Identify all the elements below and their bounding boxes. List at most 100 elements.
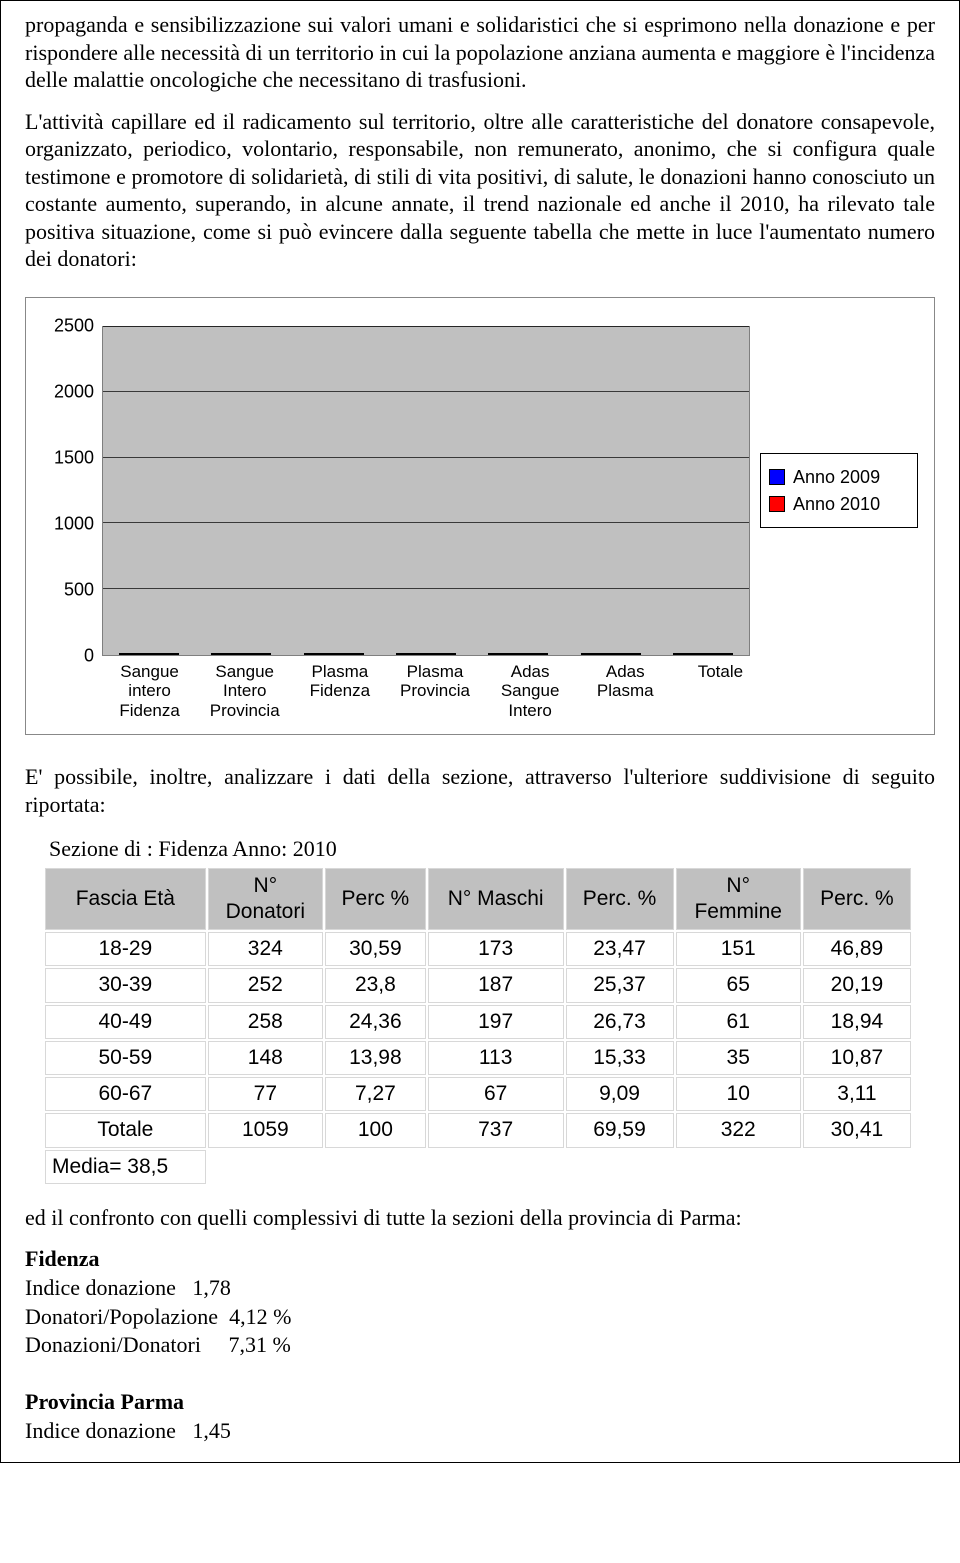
table-header-cell: Perc. %: [803, 868, 911, 931]
legend-label: Anno 2010: [793, 493, 880, 516]
table-cell: [325, 1150, 426, 1184]
summary-parma-heading: Provincia Parma: [25, 1388, 935, 1417]
table-cell: [803, 1150, 911, 1184]
table-header-cell: Fascia Età: [45, 868, 206, 931]
chart-bar-group: [472, 653, 564, 655]
chart-bar-group: [657, 653, 749, 655]
chart-legend: Anno 2009 Anno 2010: [760, 453, 918, 528]
chart-bar: [611, 653, 641, 655]
table-cell: 65: [676, 968, 801, 1002]
table-cell: 10: [676, 1077, 801, 1111]
chart-bar: [581, 653, 611, 655]
table-header-cell: Perc %: [325, 868, 426, 931]
paragraph-2: L'attività capillare ed il radicamento s…: [25, 108, 935, 273]
chart-bar: [518, 653, 548, 655]
table-cell: 26,73: [566, 1005, 674, 1039]
table-cell: 322: [676, 1113, 801, 1147]
chart-bar: [488, 653, 518, 655]
chart-xlabel: AdasSangueIntero: [483, 656, 578, 721]
summary-line: Donazioni/Donatori 7,31 %: [25, 1331, 935, 1360]
chart-bar-group: [380, 653, 472, 655]
chart-ytick: 2000: [54, 380, 94, 403]
chart-bar: [304, 653, 334, 655]
chart-bar-group: [195, 653, 287, 655]
table-cell: 67: [428, 1077, 564, 1111]
chart-gridline: [103, 588, 749, 589]
table-cell: [208, 1150, 323, 1184]
legend-label: Anno 2009: [793, 466, 880, 489]
table-row: 40-4925824,3619726,736118,94: [45, 1005, 911, 1039]
table-row: 30-3925223,818725,376520,19: [45, 968, 911, 1002]
table-cell: 173: [428, 932, 564, 966]
table-cell: 30,59: [325, 932, 426, 966]
chart-legend-item: Anno 2009: [769, 466, 909, 489]
table-cell: 35: [676, 1041, 801, 1075]
paragraph-1: propaganda e sensibilizzazione sui valor…: [25, 11, 935, 94]
table-header-cell: N°Donatori: [208, 868, 323, 931]
legend-swatch: [769, 469, 785, 485]
paragraph-3: E' possibile, inoltre, analizzare i dati…: [25, 763, 935, 818]
chart-ytick: 500: [64, 578, 94, 601]
chart-xlabel: AdasPlasma: [578, 656, 673, 721]
chart-ytick: 1000: [54, 512, 94, 535]
table-cell: 252: [208, 968, 323, 1002]
chart-bar: [396, 653, 426, 655]
table-cell: 61: [676, 1005, 801, 1039]
table-cell: 18-29: [45, 932, 206, 966]
table-footer-row: Media= 38,5: [45, 1150, 911, 1184]
paragraph-4: ed il confronto con quelli complessivi d…: [25, 1204, 935, 1232]
summary-fidenza-heading: Fidenza: [25, 1245, 935, 1274]
summary-line: Donatori/Popolazione 4,12 %: [25, 1303, 935, 1332]
document-page: propaganda e sensibilizzazione sui valor…: [0, 0, 960, 1463]
table-body: 18-2932430,5917323,4715146,8930-3925223,…: [45, 932, 911, 1184]
table-cell: 1059: [208, 1113, 323, 1147]
table-header-cell: Perc. %: [566, 868, 674, 931]
table-cell: 46,89: [803, 932, 911, 966]
chart-legend-item: Anno 2010: [769, 493, 909, 516]
chart-bar: [119, 653, 149, 655]
chart-bar: [426, 653, 456, 655]
table-cell: 148: [208, 1041, 323, 1075]
chart-xlabel: Totale: [673, 656, 768, 721]
table-footer-cell: Media= 38,5: [45, 1150, 206, 1184]
table-cell: [428, 1150, 564, 1184]
chart-bar: [241, 653, 271, 655]
summary-line: Indice donazione 1,45: [25, 1417, 935, 1446]
table-cell: 113: [428, 1041, 564, 1075]
chart-bar: [673, 653, 703, 655]
table-header-row: Fascia EtàN°DonatoriPerc %N° MaschiPerc.…: [45, 868, 911, 931]
chart-bars: [103, 327, 749, 655]
chart-ytick: 2500: [54, 314, 94, 337]
summary-parma-lines: Indice donazione 1,45: [25, 1417, 935, 1446]
age-table-wrap: Sezione di : Fidenza Anno: 2010 Fascia E…: [43, 832, 935, 1186]
age-table: Fascia EtàN°DonatoriPerc %N° MaschiPerc.…: [43, 866, 913, 1186]
chart-x-axis: SangueinteroFidenzaSangueInteroProvincia…: [102, 656, 768, 721]
chart-bar-group: [288, 653, 380, 655]
table-cell: 324: [208, 932, 323, 966]
table-cell: 60-67: [45, 1077, 206, 1111]
table-cell: 50-59: [45, 1041, 206, 1075]
chart-xlabel: SangueInteroProvincia: [197, 656, 292, 721]
table-cell: 24,36: [325, 1005, 426, 1039]
table-cell: 77: [208, 1077, 323, 1111]
table-row: 50-5914813,9811315,333510,87: [45, 1041, 911, 1075]
table-cell: [676, 1150, 801, 1184]
table-header-cell: N°Femmine: [676, 868, 801, 931]
chart-gridline: [103, 326, 749, 327]
table-cell: 737: [428, 1113, 564, 1147]
summary-line: Indice donazione 1,78: [25, 1274, 935, 1303]
chart-ytick: 1500: [54, 446, 94, 469]
table-cell: 15,33: [566, 1041, 674, 1075]
table-cell: 30-39: [45, 968, 206, 1002]
table-header-cell: N° Maschi: [428, 868, 564, 931]
chart-bar-group: [564, 653, 656, 655]
donations-chart: 05001000150020002500 Anno 2009Anno 2010 …: [25, 297, 935, 736]
legend-swatch: [769, 496, 785, 512]
table-cell: 30,41: [803, 1113, 911, 1147]
chart-bar: [334, 653, 364, 655]
chart-ytick: 0: [84, 644, 94, 667]
table-cell: 100: [325, 1113, 426, 1147]
chart-bar: [211, 653, 241, 655]
table-cell: [566, 1150, 674, 1184]
table-cell: 40-49: [45, 1005, 206, 1039]
